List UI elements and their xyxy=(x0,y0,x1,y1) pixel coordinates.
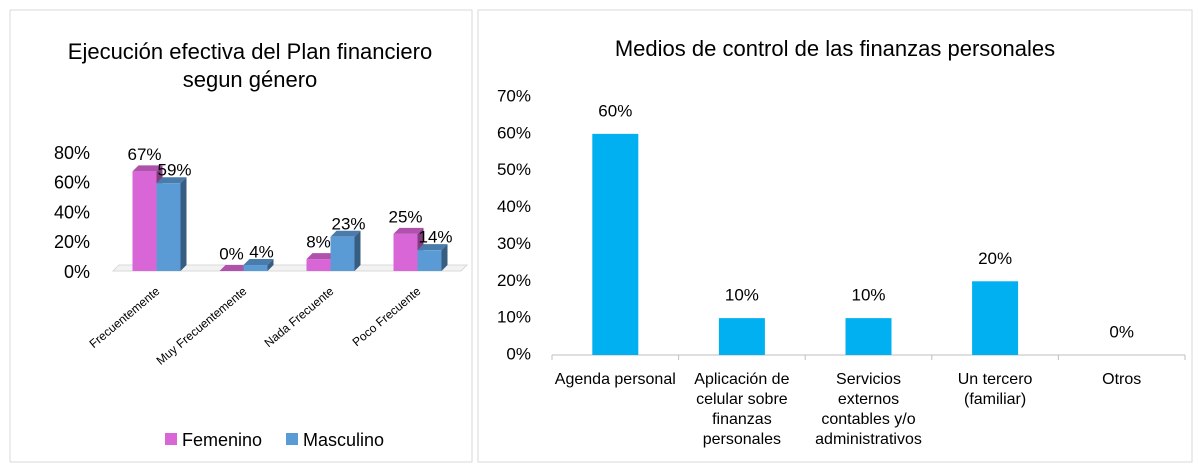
data-label: 0% xyxy=(219,244,244,263)
data-label: 8% xyxy=(306,233,331,252)
bar-top xyxy=(156,177,187,184)
chart-title: Medios de control de las finanzas person… xyxy=(615,36,1055,61)
data-label: 0% xyxy=(1109,322,1134,341)
bar xyxy=(845,318,892,355)
y-tick-label: 0% xyxy=(64,262,90,282)
y-tick-label: 20% xyxy=(497,271,531,290)
data-label: 14% xyxy=(418,228,452,247)
chart-title: Ejecución efectiva del Plan financiero s… xyxy=(67,39,433,92)
x-tick-label-box: Otros xyxy=(1102,371,1142,388)
bar-top xyxy=(330,230,361,237)
x-tick-label-box: Servicios externos contables y/o adminis… xyxy=(815,371,922,448)
y-tick-label: 20% xyxy=(54,232,90,252)
data-label: 23% xyxy=(331,214,365,233)
y-tick-label: 10% xyxy=(497,308,531,327)
data-label: 4% xyxy=(249,243,274,262)
legend-label: Masculino xyxy=(303,430,384,450)
y-tick-label: 60% xyxy=(54,173,90,193)
bar-side xyxy=(180,177,187,271)
bar xyxy=(592,133,639,355)
data-label: 67% xyxy=(127,145,161,164)
chart-title-box: Ejecución efectiva del Plan financiero s… xyxy=(67,39,433,92)
bar xyxy=(132,171,157,271)
data-label: 10% xyxy=(725,286,759,305)
x-tick-label: Servicios externos contables y/o adminis… xyxy=(815,371,922,448)
y-tick-label: 60% xyxy=(497,123,531,142)
legend-swatch xyxy=(286,433,298,445)
data-label: 59% xyxy=(157,161,191,180)
x-tick-label-box: Agenda personal xyxy=(554,371,676,388)
legend-swatch xyxy=(165,433,177,445)
bar-side xyxy=(354,230,361,271)
y-tick-label: 50% xyxy=(497,160,531,179)
bar xyxy=(306,259,331,271)
x-tick-label: Un tercero (familiar) xyxy=(957,371,1033,408)
bar xyxy=(156,183,181,271)
bar-top xyxy=(393,227,424,234)
bar xyxy=(417,250,442,271)
bar-top xyxy=(243,259,274,266)
y-tick-label: 70% xyxy=(497,86,531,105)
data-label: 60% xyxy=(598,101,632,120)
bar xyxy=(243,265,268,271)
x-tick-label: Aplicación de celular sobre finanzas per… xyxy=(694,371,790,448)
data-label: 25% xyxy=(388,207,422,226)
x-tick-label-box: Aplicación de celular sobre finanzas per… xyxy=(694,371,790,448)
y-tick-label: 0% xyxy=(506,344,531,363)
bar-side xyxy=(441,244,448,271)
x-tick-label-box: Un tercero (familiar) xyxy=(957,371,1033,408)
bar xyxy=(718,318,765,355)
x-tick-label: Otros xyxy=(1102,371,1142,388)
bar-top xyxy=(306,253,337,260)
y-tick-label: 80% xyxy=(54,143,90,163)
y-tick-label: 30% xyxy=(497,234,531,253)
bar-top xyxy=(417,244,448,251)
bar-top xyxy=(132,165,163,172)
data-label: 10% xyxy=(851,286,885,305)
data-label: 20% xyxy=(978,249,1012,268)
legend-label: Femenino xyxy=(182,430,262,450)
y-tick-label: 40% xyxy=(54,202,90,222)
bar xyxy=(393,233,418,271)
bar-side xyxy=(267,259,274,271)
x-tick-label: Agenda personal xyxy=(554,371,676,388)
bar xyxy=(330,236,355,271)
bar-top xyxy=(219,265,250,271)
y-tick-label: 40% xyxy=(497,197,531,216)
bar xyxy=(972,281,1019,355)
